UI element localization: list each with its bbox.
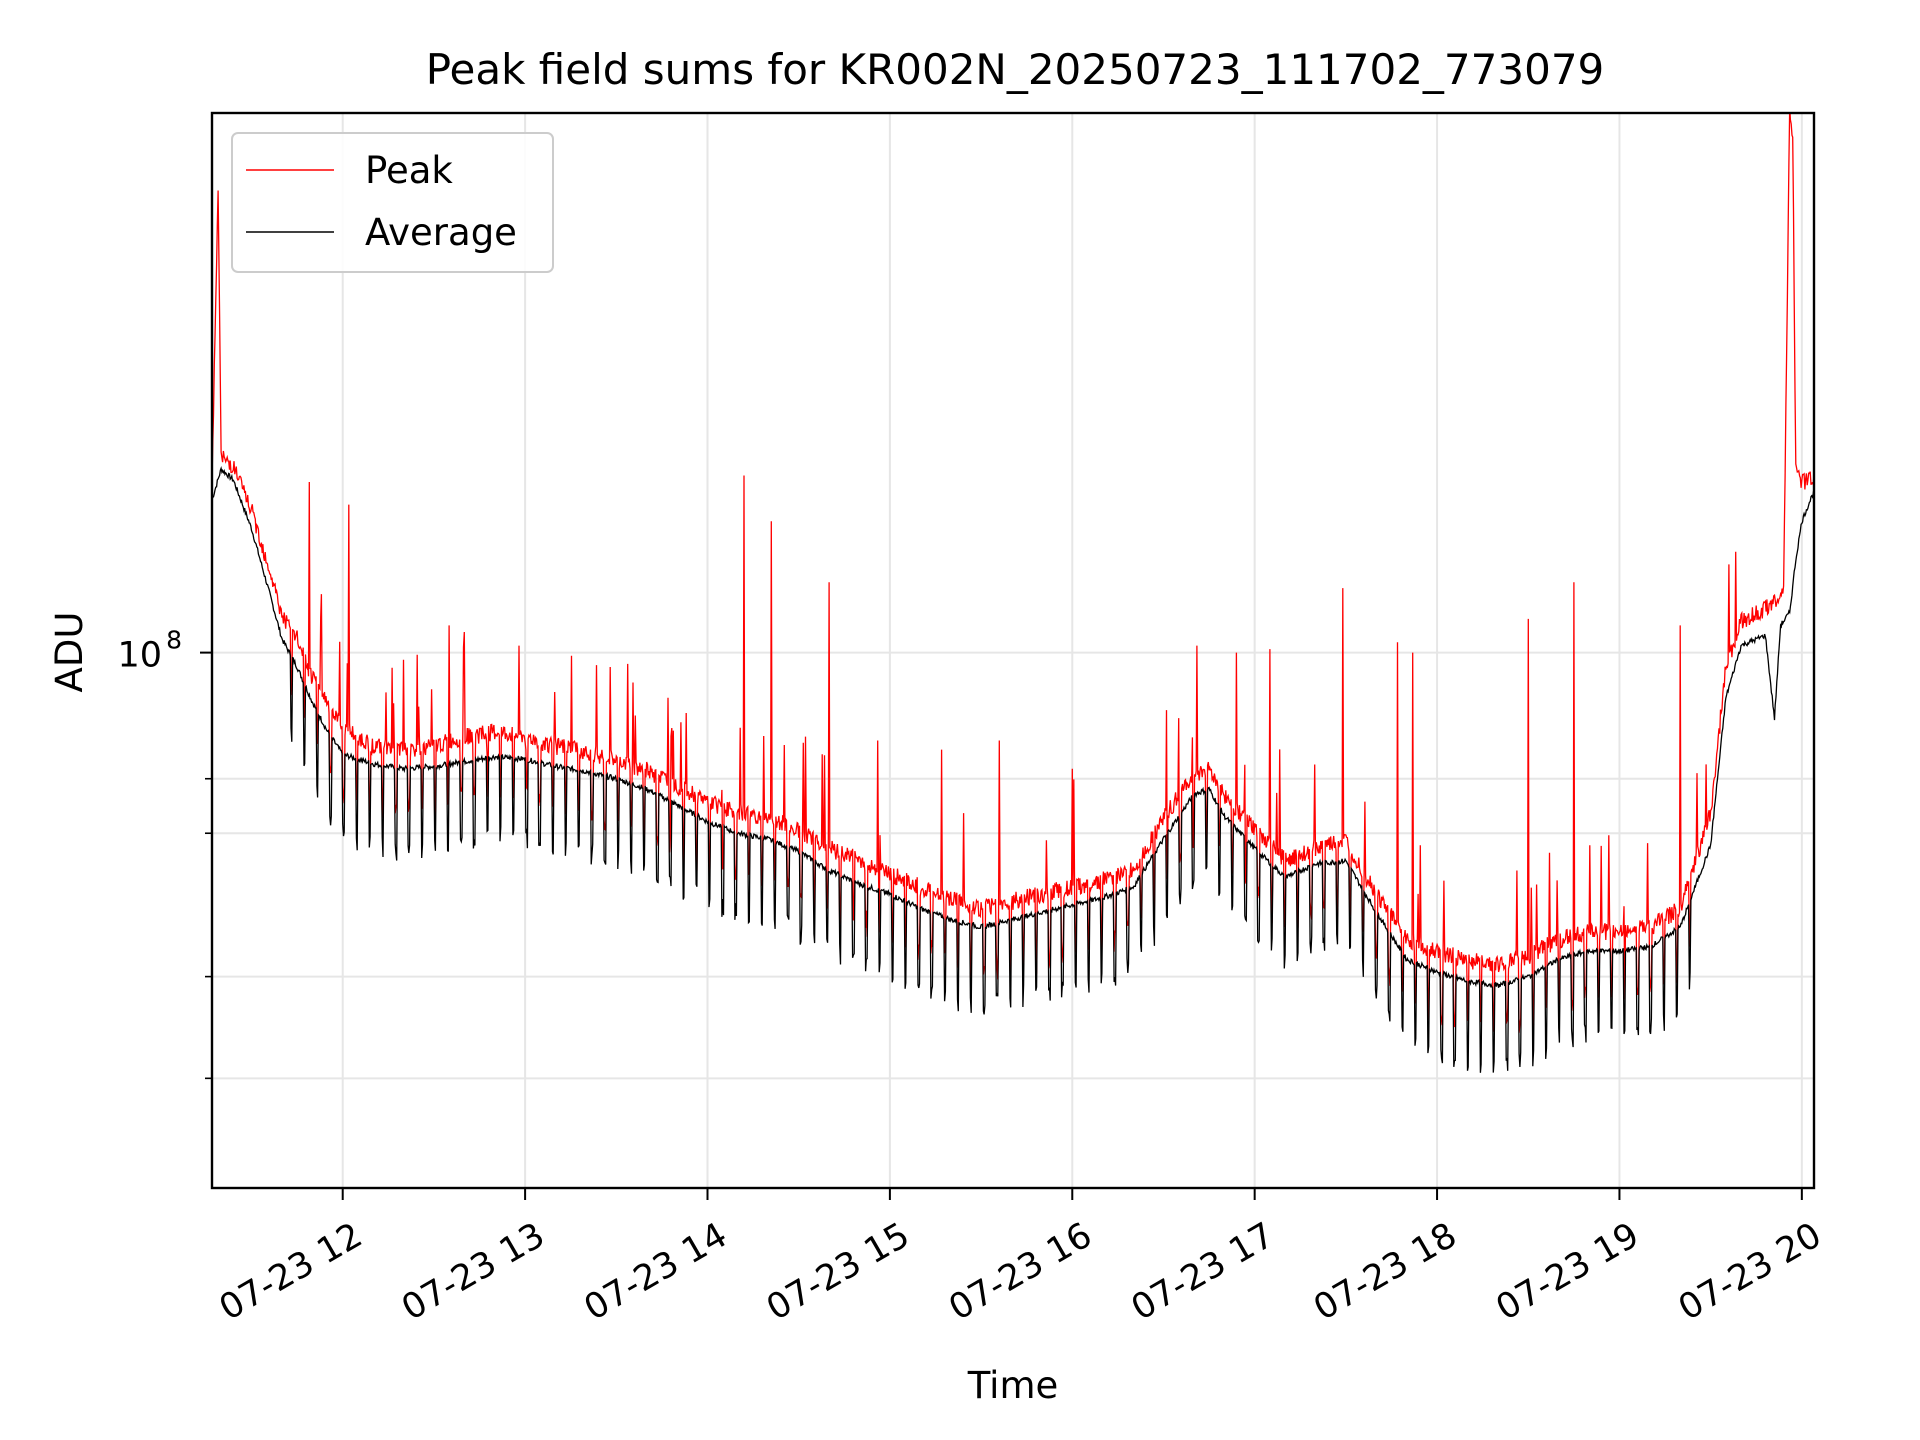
x-tick-label: 07-23 19: [1490, 1215, 1646, 1328]
legend-box: [231, 132, 554, 273]
series-layer: [212, 113, 1814, 1073]
series-line-average: [212, 465, 1814, 1073]
x-tick-label: 07-23 13: [395, 1215, 551, 1328]
x-tick-label: 07-23 14: [578, 1215, 734, 1328]
y-tick-label: 10: [117, 636, 162, 676]
x-tick-label: 07-23 18: [1307, 1215, 1463, 1328]
x-tick-label: 07-23 20: [1672, 1215, 1828, 1328]
x-tick-label: 07-23 15: [760, 1215, 916, 1328]
y-axis-label: ADU: [48, 612, 91, 693]
plot-frame: [210, 111, 1816, 1190]
series-line-peak: [212, 113, 1814, 1033]
chart-title: Peak field sums for KR002N_20250723_1117…: [426, 45, 1605, 94]
grid: [212, 113, 1814, 1188]
legend-label-average: Average: [365, 211, 517, 254]
legend-label-peak: Peak: [365, 149, 453, 192]
legend: Peak Average: [231, 132, 554, 273]
y-tick-exponent: 8: [166, 626, 182, 655]
x-tick-label: 07-23 12: [213, 1215, 369, 1328]
x-axis-label: Time: [967, 1364, 1059, 1407]
x-tick-label: 07-23 16: [942, 1215, 1098, 1328]
x-tick-label: 07-23 17: [1125, 1215, 1281, 1328]
